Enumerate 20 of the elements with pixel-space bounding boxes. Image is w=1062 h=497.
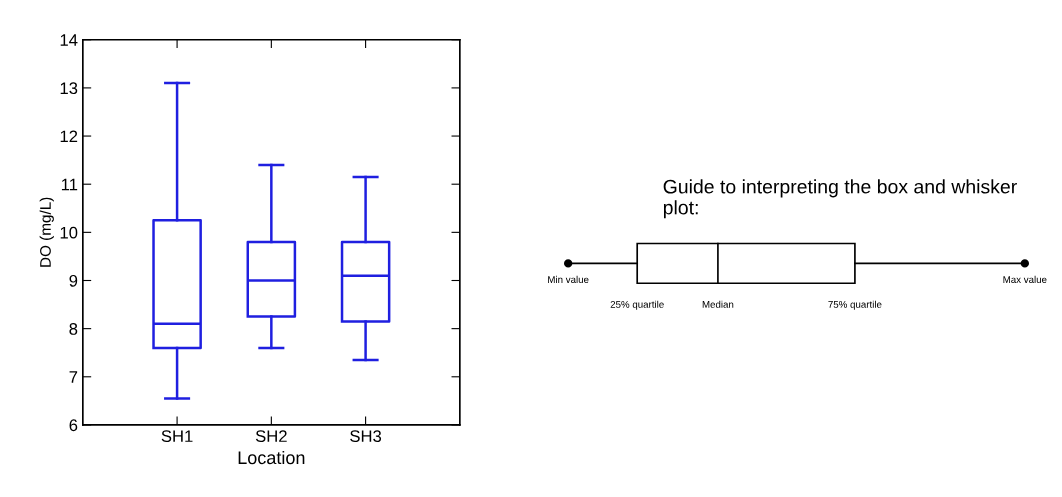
y-tick-label: 9	[69, 274, 78, 287]
y-tick-label: 14	[60, 34, 78, 46]
text: Min value	[548, 275, 589, 283]
x-axis-title: Location	[238, 450, 305, 465]
y-tick-label: 7	[69, 371, 78, 383]
text: 75% quartile	[828, 300, 882, 310]
y-tick-label: 6	[69, 419, 78, 432]
text: Guide to interpreting the box and whisker plot:	[663, 179, 1017, 219]
y-tick-label: 11	[61, 178, 78, 191]
text: Median	[702, 300, 734, 308]
y-tick-label: 10	[60, 226, 78, 239]
y-tick-label: 12	[60, 130, 78, 143]
x-tick-label: SH1	[161, 430, 193, 443]
text: 25% quartile	[610, 300, 664, 310]
y-axis-title: DO (mg/L)	[39, 197, 54, 267]
y-tick-label: 13	[60, 82, 78, 95]
y-tick-label: 8	[69, 323, 78, 335]
x-tick-label: SH2	[255, 430, 287, 443]
x-tick-label: SH3	[350, 430, 382, 443]
text: Max value	[1003, 275, 1047, 283]
